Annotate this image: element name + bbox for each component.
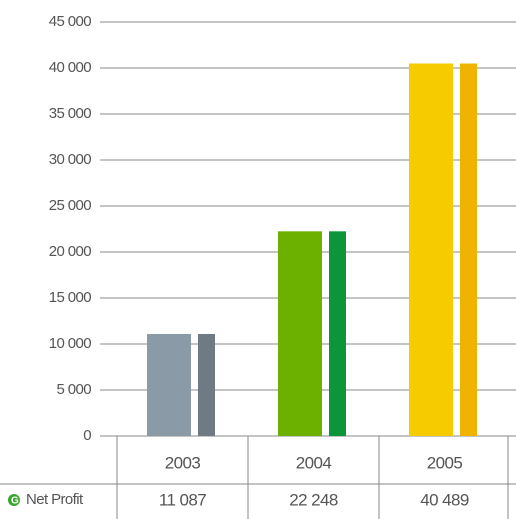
x-tick-label: 2004 <box>296 453 332 472</box>
y-tick-label: 40 000 <box>49 59 92 76</box>
value-label: 22 248 <box>289 490 338 509</box>
y-tick-label: 30 000 <box>49 151 92 168</box>
legend-icon-glyph: G <box>11 496 19 507</box>
row-label: Net Profit <box>26 491 84 508</box>
y-tick-label: 35 000 <box>49 105 92 122</box>
bar-shade <box>329 231 346 436</box>
bar-shade <box>460 63 477 437</box>
x-tick-label: 2003 <box>165 453 201 472</box>
bar <box>409 63 453 437</box>
bar <box>147 333 191 436</box>
value-label: 40 489 <box>420 490 469 509</box>
y-tick-label: 20 000 <box>49 243 92 260</box>
bar <box>278 231 322 436</box>
y-tick-label: 10 000 <box>49 335 92 352</box>
x-tick-label: 2005 <box>427 453 463 472</box>
bar-shade <box>198 333 215 436</box>
legend-icon <box>8 494 20 506</box>
y-tick-label: 5 000 <box>56 381 91 398</box>
value-label: 11 087 <box>159 490 206 509</box>
y-tick-label: 45 000 <box>49 13 92 30</box>
y-tick-label: 0 <box>83 427 91 444</box>
y-tick-label: 25 000 <box>49 197 92 214</box>
y-tick-label: 15 000 <box>49 289 92 306</box>
